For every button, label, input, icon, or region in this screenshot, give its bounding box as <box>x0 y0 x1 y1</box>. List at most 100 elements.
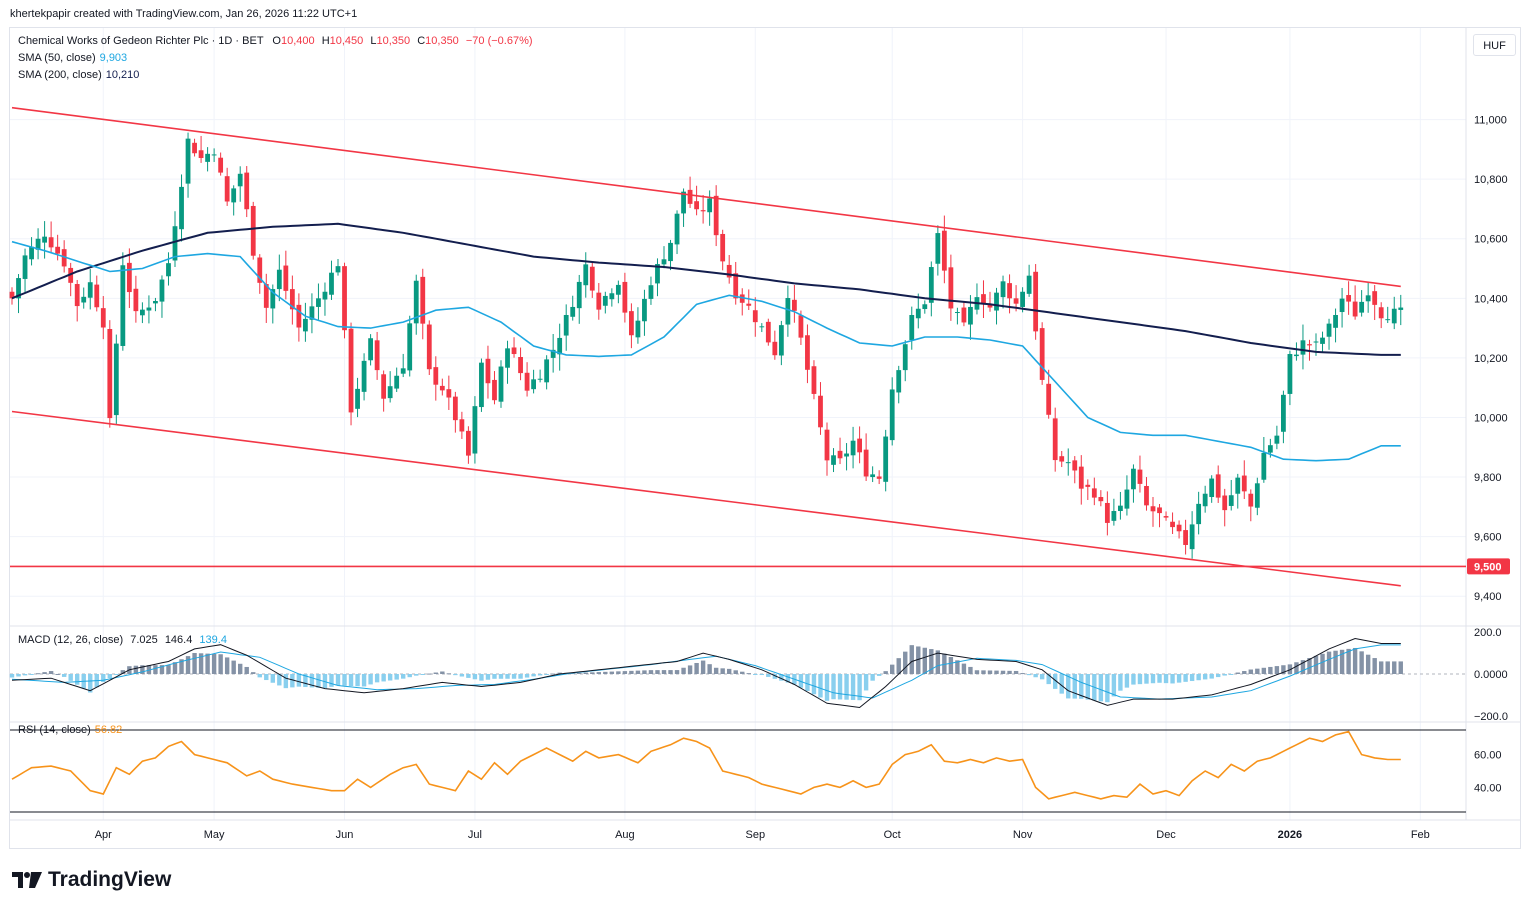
candle-up <box>505 348 510 368</box>
macd-axis-label: −200.0 <box>1474 711 1508 723</box>
currency-button[interactable]: HUF <box>1473 34 1516 56</box>
macd-histogram-bar <box>22 674 28 676</box>
macd-histogram-bar <box>550 673 556 675</box>
candle-down <box>524 372 530 391</box>
candle-up <box>166 263 171 277</box>
macd-histogram-bar <box>1000 670 1006 674</box>
candle-down <box>1157 507 1162 514</box>
candle-down <box>818 395 823 428</box>
candle-up <box>994 292 999 311</box>
macd-histogram-bar <box>55 673 60 675</box>
candle-up <box>329 272 334 295</box>
macd-histogram-bar <box>114 674 119 675</box>
candle-up <box>1228 495 1234 506</box>
candle-up <box>583 264 589 286</box>
ohlc-close: 10,350 <box>425 35 459 47</box>
candle-down <box>342 266 347 331</box>
macd-line-value: 146.4 <box>164 634 193 646</box>
macd-histogram-bar <box>583 672 588 674</box>
candle-down <box>1307 344 1312 346</box>
macd-histogram-bar <box>779 674 784 681</box>
candle-up <box>1287 354 1293 394</box>
rsi-legend[interactable]: RSI (14, close) 56.82 <box>18 724 122 736</box>
macd-histogram-bar <box>88 674 93 693</box>
macd-legend[interactable]: MACD (12, 26, close) 7.025 146.4 139.4 <box>18 634 227 646</box>
candle-down <box>511 347 517 355</box>
macd-histogram-bar <box>1079 674 1084 699</box>
symbol-legend: Chemical Works of Gedeon Richter Plc · 1… <box>18 35 533 47</box>
macd-histogram-bar <box>577 672 582 674</box>
candle-down <box>296 304 302 328</box>
candle-down <box>1378 307 1384 319</box>
sma200-legend[interactable]: SMA (200, close) 10,210 <box>18 69 139 81</box>
macd-histogram-bar <box>198 653 204 674</box>
macd-histogram-bar <box>1248 669 1253 674</box>
candle-down <box>798 315 804 338</box>
candle-up <box>1000 281 1006 298</box>
sma200-label: SMA (200, close) <box>18 69 102 81</box>
candle-down <box>348 328 354 413</box>
candle-up <box>1020 291 1025 307</box>
candle-up <box>831 455 836 465</box>
candle-down <box>1163 516 1169 518</box>
candle-up <box>1189 524 1195 550</box>
candle-up <box>270 289 276 309</box>
macd-histogram-bar <box>159 665 165 674</box>
candle-down <box>1078 466 1084 489</box>
macd-histogram-bar <box>75 674 80 685</box>
candle-down <box>1176 524 1182 532</box>
macd-histogram-bar <box>394 674 399 680</box>
ohlc-low-label: L <box>370 35 377 47</box>
candle-up <box>902 344 908 371</box>
macd-histogram-bar <box>1339 649 1345 674</box>
macd-histogram-bar <box>1359 651 1364 674</box>
macd-histogram-bar <box>492 674 497 679</box>
macd-histogram-bar <box>544 674 549 675</box>
macd-histogram-bar <box>498 674 504 679</box>
candle-up <box>1026 275 1032 294</box>
candle-down <box>596 292 602 310</box>
candle-up <box>1209 478 1215 498</box>
chart-frame <box>9 27 1521 849</box>
macd-histogram-bar <box>1320 653 1325 674</box>
symbol-title[interactable]: Chemical Works of Gedeon Richter Plc · 1… <box>18 35 264 47</box>
rsi-axis-label: 60.00 <box>1474 750 1502 762</box>
macd-histogram-bar <box>1066 674 1071 699</box>
macd-histogram-bar <box>942 653 947 674</box>
candle-up <box>1254 483 1260 508</box>
tradingview-logo-text: TradingView <box>48 868 172 891</box>
candle-down <box>837 450 843 459</box>
macd-histogram-bar <box>479 674 484 681</box>
candle-up <box>537 378 543 380</box>
macd-histogram-bar <box>531 674 536 677</box>
lower-trendline <box>11 410 1401 587</box>
candle-down <box>1222 495 1228 511</box>
candle-up <box>909 314 915 341</box>
candle-down <box>466 430 471 456</box>
candle-down <box>133 288 139 312</box>
macd-histogram-bar <box>303 674 308 688</box>
sma50-value: 9,903 <box>99 52 128 64</box>
candle-up <box>16 278 21 299</box>
tradingview-logo[interactable]: TradingView <box>12 868 171 892</box>
candle-down <box>107 328 113 419</box>
candle-up <box>1281 394 1286 432</box>
candle-down <box>94 284 100 308</box>
macd-histogram-bar <box>211 653 217 674</box>
candle-up <box>674 213 680 245</box>
macd-histogram-bar <box>368 674 373 685</box>
sma50-legend[interactable]: SMA (50, close) 9,903 <box>18 52 127 64</box>
macd-histogram-bar <box>42 672 47 674</box>
macd-histogram-bar <box>290 674 295 688</box>
macd-histogram-bar <box>648 670 654 674</box>
price-axis-label: 10,800 <box>1474 174 1508 186</box>
macd-histogram-bar <box>335 674 341 686</box>
macd-histogram-bar <box>1379 661 1384 674</box>
macd-histogram-bar <box>1059 674 1064 694</box>
macd-histogram-bar <box>1105 674 1110 703</box>
macd-histogram-bar <box>101 674 106 682</box>
price-axis-label: 10,400 <box>1474 293 1508 305</box>
candle-down <box>1059 456 1065 462</box>
candle-up <box>1320 337 1325 344</box>
